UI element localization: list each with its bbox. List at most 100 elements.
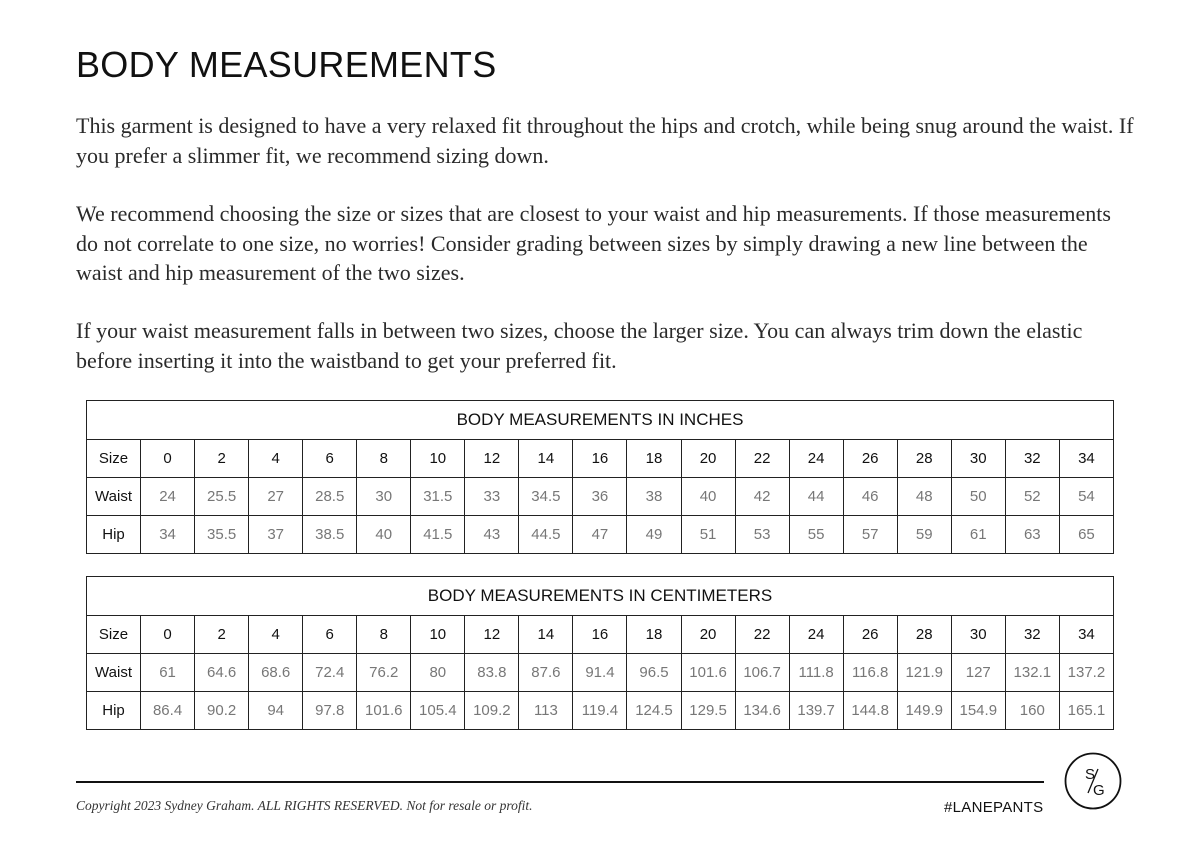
measurement-cell: 47: [572, 515, 628, 554]
table-row: Waist 61 64.6 68.6 72.4 76.2 80 83.8 87.6 91.4 96.…: [85, 653, 1115, 692]
measurement-cell: 44.5: [518, 515, 574, 554]
measurement-cell: 41.5: [410, 515, 466, 554]
measurement-cell: 52: [1004, 477, 1060, 516]
size-cell: 26: [842, 615, 898, 654]
measurement-cell: 43: [464, 515, 520, 554]
measurement-cell: 83.8: [464, 653, 520, 692]
caption-row: BODY MEASUREMENTS IN CENTIMETERS: [86, 576, 1114, 616]
caption-row: BODY MEASUREMENTS IN INCHES: [86, 400, 1114, 440]
measurement-cell: 149.9: [896, 691, 952, 730]
size-cell: 30: [950, 439, 1006, 478]
measurement-cell: 24: [140, 477, 196, 516]
measurement-cell: 50: [950, 477, 1006, 516]
measurement-cell: 90.2: [194, 691, 250, 730]
inches-table: BODY MEASUREMENTS IN INCHES Size 0 2 4 6 8 10 12…: [85, 400, 1115, 554]
size-cell: 10: [410, 439, 466, 478]
measurement-cell: 34.5: [518, 477, 574, 516]
measurement-cell: 57: [842, 515, 898, 554]
measurement-cell: 44: [788, 477, 844, 516]
size-cell: 8: [356, 615, 412, 654]
measurement-cell: 144.8: [842, 691, 898, 730]
centimeters-table: BODY MEASUREMENTS IN CENTIMETERS Size 0 2 4 6…: [85, 576, 1115, 730]
measurement-cell: 63: [1004, 515, 1060, 554]
copyright-text: Copyright 2023 Sydney Graham. ALL RIGHTS…: [76, 798, 533, 813]
measurement-cell: 154.9: [950, 691, 1006, 730]
page-title: BODY MEASUREMENTS: [76, 44, 497, 85]
measurement-cell: 35.5: [194, 515, 250, 554]
measurement-cell: 139.7: [788, 691, 844, 730]
measurement-cell: 38: [626, 477, 682, 516]
size-cell: 34: [1058, 615, 1115, 654]
svg-text:S: S: [1085, 766, 1095, 783]
measurement-cell: 132.1: [1004, 653, 1060, 692]
size-cell: 32: [1004, 615, 1060, 654]
size-cell: 18: [626, 439, 682, 478]
measurement-cell: 106.7: [734, 653, 790, 692]
row-label: Hip: [85, 515, 142, 554]
measurement-cell: 134.6: [734, 691, 790, 730]
measurement-cell: 40: [356, 515, 412, 554]
size-cell: 12: [464, 439, 520, 478]
size-cell: 14: [518, 439, 574, 478]
measurement-cell: 111.8: [788, 653, 844, 692]
measurement-cell: 94: [248, 691, 304, 730]
size-cell: 8: [356, 439, 412, 478]
size-cell: 10: [410, 615, 466, 654]
size-cell: 4: [248, 615, 304, 654]
measurement-cell: 101.6: [356, 691, 412, 730]
measurement-cell: 51: [680, 515, 736, 554]
measurement-cell: 105.4: [410, 691, 466, 730]
size-cell: 0: [140, 439, 196, 478]
measurement-cell: 91.4: [572, 653, 628, 692]
table-caption: BODY MEASUREMENTS IN INCHES: [86, 400, 1114, 440]
size-cell: 16: [572, 615, 628, 654]
measurement-cell: 42: [734, 477, 790, 516]
measurement-cell: 49: [626, 515, 682, 554]
size-header-row: Size 0 2 4 6 8 10 12 14 16 18 20 22 24 26 28 30 32 34: [85, 439, 1115, 478]
measurement-cell: 53: [734, 515, 790, 554]
measurement-cell: 116.8: [842, 653, 898, 692]
size-cell: 32: [1004, 439, 1060, 478]
measurement-cell: 54: [1058, 477, 1115, 516]
measurement-cell: 119.4: [572, 691, 628, 730]
intro-paragraph: This garment is designed to have a very …: [76, 113, 1134, 168]
measurement-cell: 96.5: [626, 653, 682, 692]
size-header-row: Size 0 2 4 6 8 10 12 14 16 18 20 22 24 26 28 30 32 34: [85, 615, 1115, 654]
size-cell: 14: [518, 615, 574, 654]
size-cell: 4: [248, 439, 304, 478]
table-row: Waist 24 25.5 27 28.5 30 31.5 33 34.5 36 38 40 42 44 4…: [85, 477, 1115, 516]
row-label: Hip: [85, 691, 142, 730]
measurement-cell: 124.5: [626, 691, 682, 730]
measurement-cell: 109.2: [464, 691, 520, 730]
sizing-paragraph: We recommend choosing the size or sizes …: [76, 201, 1111, 285]
measurement-cell: 40: [680, 477, 736, 516]
row-label: Waist: [85, 477, 142, 516]
size-cell: 26: [842, 439, 898, 478]
measurement-cell: 165.1: [1058, 691, 1115, 730]
measurement-cell: 27: [248, 477, 304, 516]
size-cell: 12: [464, 615, 520, 654]
size-cell: 24: [788, 439, 844, 478]
size-cell: 30: [950, 615, 1006, 654]
size-cell: 28: [896, 439, 952, 478]
row-label: Size: [85, 615, 142, 654]
measurement-cell: 37: [248, 515, 304, 554]
size-cell: 16: [572, 439, 628, 478]
measurement-cell: 113: [518, 691, 574, 730]
measurement-cell: 36: [572, 477, 628, 516]
hashtag: #LANEPANTS: [944, 799, 1044, 816]
measurement-cell: 48: [896, 477, 952, 516]
measurement-cell: 34: [140, 515, 196, 554]
measurement-cell: 121.9: [896, 653, 952, 692]
size-cell: 18: [626, 615, 682, 654]
measurement-cell: 25.5: [194, 477, 250, 516]
measurement-cell: 65: [1058, 515, 1115, 554]
measurement-cell: 38.5: [302, 515, 358, 554]
measurement-cell: 97.8: [302, 691, 358, 730]
table-row: Hip 34 35.5 37 38.5 40 41.5 43 44.5 47 49 51 53 55 57 5…: [85, 515, 1115, 554]
size-cell: 2: [194, 615, 250, 654]
sg-logo: S G: [1064, 752, 1122, 810]
measurement-cell: 28.5: [302, 477, 358, 516]
measurement-cell: 76.2: [356, 653, 412, 692]
measurement-cell: 86.4: [140, 691, 196, 730]
